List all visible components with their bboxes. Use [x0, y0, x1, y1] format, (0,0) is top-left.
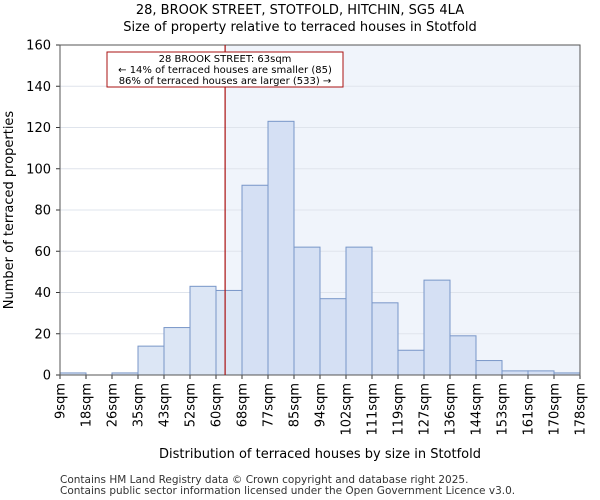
chart-subtitle: Size of property relative to terraced ho…: [123, 20, 477, 35]
x-tick-label: 178sqm: [574, 383, 589, 436]
histogram-bar: [475, 360, 503, 376]
x-tick-label: 18sqm: [80, 383, 95, 427]
footer-licence: Contains public sector information licen…: [60, 485, 516, 497]
x-tick-label: 144sqm: [470, 383, 485, 436]
histogram-bar: [215, 289, 243, 376]
histogram-bar: [241, 184, 269, 376]
y-tick-label: 120: [26, 121, 51, 136]
annotation-larger: 86% of terraced houses are larger (533) …: [119, 76, 332, 87]
y-tick-label: 100: [26, 162, 51, 177]
histogram-bar: [345, 246, 373, 376]
x-tick-label: 60sqm: [210, 383, 225, 427]
x-tick-label: 153sqm: [496, 383, 511, 436]
annotation-box: [106, 51, 344, 88]
x-tick-label: 102sqm: [340, 383, 355, 436]
x-tick-label: 9sqm: [54, 383, 69, 419]
histogram-bar: [319, 298, 347, 376]
x-tick-label: 136sqm: [444, 383, 459, 436]
annotation-smaller: ← 14% of terraced houses are smaller (85…: [118, 65, 332, 76]
x-tick-label: 119sqm: [392, 383, 407, 436]
histogram-bar: [527, 370, 555, 376]
x-tick-label: 68sqm: [236, 383, 251, 427]
histogram-bar: [163, 327, 191, 376]
y-tick-label: 0: [43, 369, 51, 384]
y-tick-label: 80: [34, 204, 51, 219]
x-tick-label: 77sqm: [262, 383, 277, 427]
x-tick-label: 127sqm: [418, 383, 433, 436]
histogram-chart: 0 20 40 60 80 100 120 140 160 9sqm 18sqm 26sqm 35sqm…: [2, 39, 589, 463]
histogram-bar: [501, 370, 529, 376]
y-tick-label: 40: [34, 286, 51, 301]
y-axis-label: Number of terraced properties: [2, 111, 17, 310]
histogram-bar: [293, 246, 321, 376]
histogram-bar: [371, 302, 399, 376]
x-tick-label: 170sqm: [548, 383, 563, 436]
x-tick-label: 26sqm: [106, 383, 121, 427]
histogram-bar: [189, 285, 217, 376]
y-tick-label: 140: [26, 80, 51, 95]
histogram-bar: [449, 335, 477, 376]
x-tick-label: 94sqm: [314, 383, 329, 427]
y-tick-label: 60: [34, 245, 51, 260]
y-tick-label: 20: [34, 327, 51, 342]
histogram-bar: [423, 279, 451, 376]
x-tick-label: 85sqm: [288, 383, 303, 427]
footer-copyright: Contains HM Land Registry data © Crown c…: [60, 474, 469, 486]
x-tick-label: 35sqm: [132, 383, 147, 427]
x-tick-label: 43sqm: [158, 383, 173, 427]
annotation-title: 28 BROOK STREET: 63sqm: [159, 54, 292, 65]
chart-title: 28, BROOK STREET, STOTFOLD, HITCHIN, SG5…: [135, 3, 465, 18]
x-tick-label: 52sqm: [184, 383, 199, 427]
x-tick-label: 161sqm: [522, 383, 537, 436]
x-tick-label: 111sqm: [366, 383, 381, 436]
histogram-bar: [397, 349, 425, 376]
histogram-bar: [267, 120, 295, 376]
y-tick-label: 160: [26, 39, 51, 54]
plot-frame: [59, 44, 581, 376]
x-axis-label: Distribution of terraced houses by size …: [159, 447, 481, 462]
histogram-bar: [137, 345, 165, 376]
